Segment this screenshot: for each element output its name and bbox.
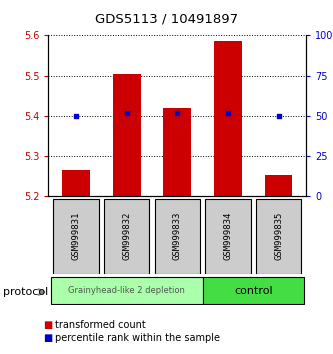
Text: GSM999834: GSM999834 xyxy=(223,212,232,261)
FancyBboxPatch shape xyxy=(202,277,304,304)
Bar xyxy=(265,175,292,196)
Bar xyxy=(62,170,90,196)
Text: GDS5113 / 10491897: GDS5113 / 10491897 xyxy=(95,12,238,25)
Text: GSM999832: GSM999832 xyxy=(122,212,131,261)
Text: protocol: protocol xyxy=(3,287,49,297)
Text: GSM999831: GSM999831 xyxy=(72,212,81,261)
Point xyxy=(124,110,130,115)
FancyBboxPatch shape xyxy=(104,199,150,274)
FancyBboxPatch shape xyxy=(205,199,251,274)
Point xyxy=(74,113,79,119)
FancyBboxPatch shape xyxy=(155,199,200,274)
Bar xyxy=(214,41,242,196)
Text: transformed count: transformed count xyxy=(55,320,146,330)
Bar xyxy=(164,108,191,196)
Text: GSM999833: GSM999833 xyxy=(173,212,182,261)
FancyBboxPatch shape xyxy=(51,277,202,304)
Text: ■: ■ xyxy=(43,333,53,343)
Text: Grainyhead-like 2 depletion: Grainyhead-like 2 depletion xyxy=(68,286,185,295)
FancyBboxPatch shape xyxy=(53,199,99,274)
Point xyxy=(276,113,281,119)
Point xyxy=(225,110,230,115)
Bar xyxy=(113,74,141,196)
Point xyxy=(175,110,180,115)
Text: ■: ■ xyxy=(43,320,53,330)
FancyBboxPatch shape xyxy=(256,199,301,274)
Text: percentile rank within the sample: percentile rank within the sample xyxy=(55,333,220,343)
Text: control: control xyxy=(234,286,272,296)
Text: GSM999835: GSM999835 xyxy=(274,212,283,261)
